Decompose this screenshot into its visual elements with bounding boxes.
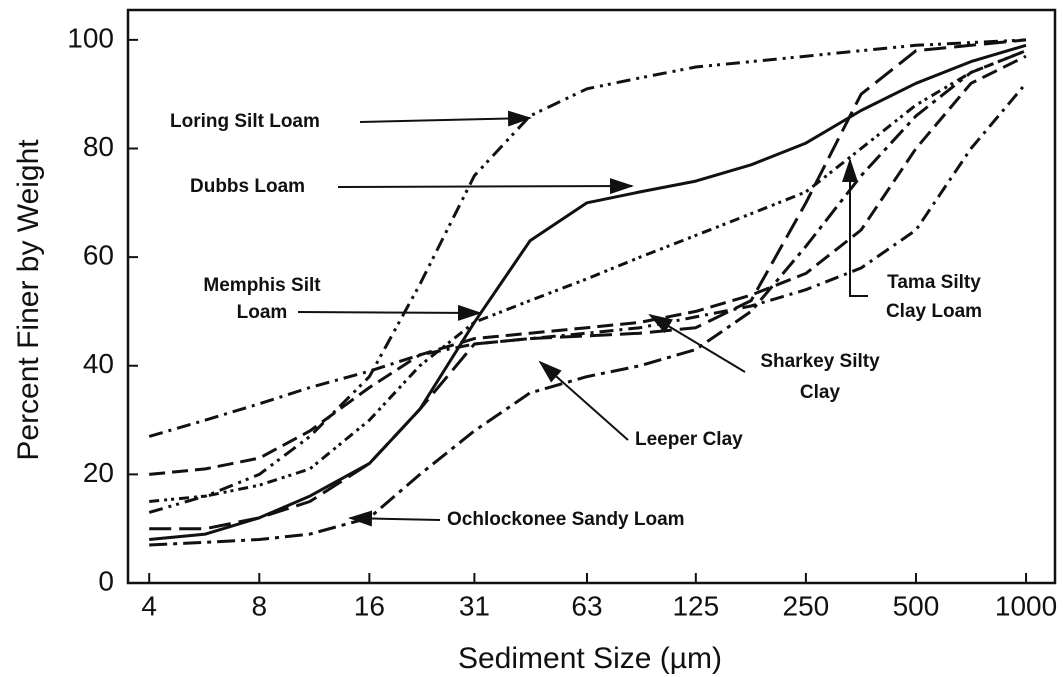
x-tick-label: 16 (354, 590, 385, 621)
label-line: Clay (800, 382, 841, 403)
y-tick-label: 0 (98, 565, 114, 596)
label-line: Clay Loam (886, 301, 982, 322)
y-tick-label: 60 (83, 240, 114, 271)
series-line (149, 49, 1027, 547)
y-tick-label: 100 (67, 22, 114, 53)
series-line (149, 43, 1027, 541)
x-tick-label: 4 (141, 590, 157, 621)
label-line: Tama Silty (887, 272, 981, 293)
series-label: Sharkey Silty Clay (760, 351, 880, 403)
series-label: Tama Silty Clay Loam (886, 272, 982, 322)
plot-frame (126, 8, 1057, 585)
label-line: Memphis Silt (203, 275, 321, 296)
label-line: Loam (237, 302, 288, 323)
series-label: Memphis Silt Loam (203, 275, 321, 323)
arrows (297, 110, 868, 527)
series-label: Loring Silt Loam (170, 111, 320, 132)
y-axis-label: Percent Finer by Weight (12, 139, 45, 461)
series-line (149, 54, 1027, 476)
x-tick-label: 1000 (995, 590, 1057, 621)
series-line (149, 38, 1027, 531)
x-tick-label: 63 (571, 590, 602, 621)
x-tick-label: 250 (783, 590, 830, 621)
series-label: Ochlockonee Sandy Loam (447, 509, 685, 530)
label-line: Sharkey Silty (760, 351, 880, 372)
x-tick-label: 125 (672, 590, 719, 621)
y-tick-label: 40 (83, 348, 114, 379)
series-line (148, 38, 1027, 514)
series-label: Dubbs Loam (190, 176, 305, 197)
series-line (148, 82, 1028, 438)
x-tick-label: 500 (893, 590, 940, 621)
x-tick-label: 8 (251, 590, 267, 621)
y-tick-label: 20 (83, 457, 114, 488)
series-label: Leeper Clay (635, 429, 743, 450)
y-tick-label: 80 (83, 131, 114, 162)
x-axis-label: Sediment Size (µm) (458, 642, 722, 675)
x-tick-label: 31 (459, 590, 490, 621)
